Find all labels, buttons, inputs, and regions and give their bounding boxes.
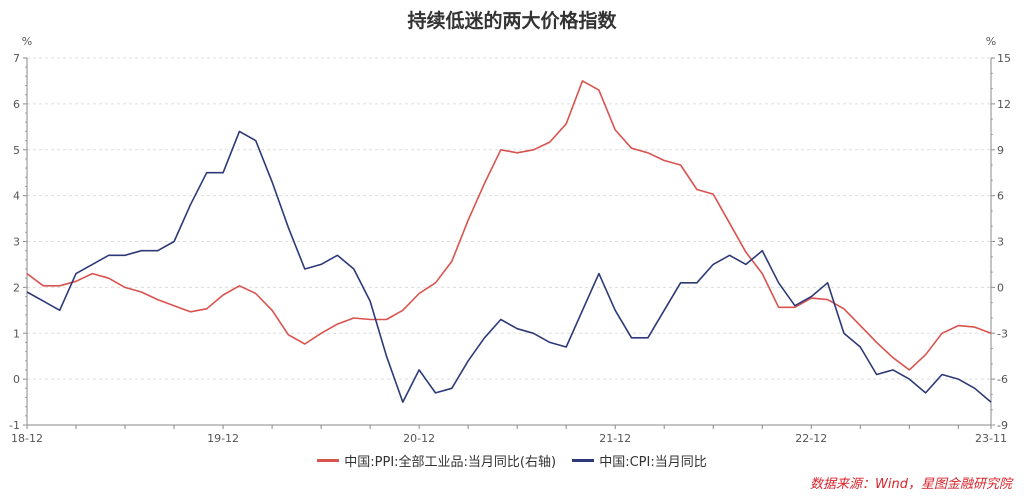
legend: 中国:PPI:全部工业品:当月同比(右轴) 中国:CPI:当月同比 <box>0 451 1024 470</box>
right-axis-tick-label: 12 <box>997 98 1011 111</box>
legend-item-ppi[interactable]: 中国:PPI:全部工业品:当月同比(右轴) <box>317 451 556 470</box>
data-source-note: 数据来源：Wind，星图金融研究院 <box>810 477 1012 492</box>
right-axis-tick-label: 15 <box>997 52 1011 65</box>
left-axis-tick-label: 5 <box>13 144 20 157</box>
right-axis-tick-label: -9 <box>997 419 1008 432</box>
legend-label-ppi: 中国:PPI:全部工业品:当月同比(右轴) <box>344 455 557 470</box>
left-axis-tick-label: 7 <box>13 52 20 65</box>
legend-item-cpi[interactable]: 中国:CPI:当月同比 <box>572 451 707 470</box>
legend-label-cpi: 中国:CPI:当月同比 <box>599 455 707 470</box>
right-axis-tick-label: -6 <box>997 373 1008 386</box>
ppi-line-swatch-icon <box>317 459 340 462</box>
right-axis-tick-label: -3 <box>997 327 1008 340</box>
chart-title: 持续低迷的两大价格指数 <box>407 10 617 32</box>
left-axis-tick-label: 0 <box>13 373 20 386</box>
cpi-line-swatch-icon <box>572 459 595 462</box>
left-axis-tick-label: 3 <box>13 236 20 249</box>
left-axis-tick-label: 2 <box>13 281 20 294</box>
left-axis-unit: % <box>22 35 32 48</box>
right-axis-tick-label: 3 <box>997 236 1004 249</box>
x-axis-tick-label: 19-12 <box>207 432 239 445</box>
right-axis-tick-label: 0 <box>997 281 1004 294</box>
right-axis-tick-label: 9 <box>997 144 1004 157</box>
cpi-series-line <box>26 130 992 403</box>
left-axis-tick-label: 1 <box>13 327 20 340</box>
x-axis-tick-label: 22-12 <box>795 432 827 445</box>
ppi-series-line <box>26 80 992 371</box>
x-axis-tick-label: 20-12 <box>403 432 435 445</box>
x-axis-tick-label: 23-11 <box>975 432 1007 445</box>
right-axis-tick-label: 6 <box>997 190 1004 203</box>
left-axis-tick-label: -1 <box>9 419 20 432</box>
left-axis-tick-label: 6 <box>13 98 20 111</box>
x-axis-tick-label: 18-12 <box>11 432 43 445</box>
right-axis-unit: % <box>986 35 996 48</box>
x-axis-tick-label: 21-12 <box>599 432 631 445</box>
left-axis-tick-label: 4 <box>13 190 20 203</box>
